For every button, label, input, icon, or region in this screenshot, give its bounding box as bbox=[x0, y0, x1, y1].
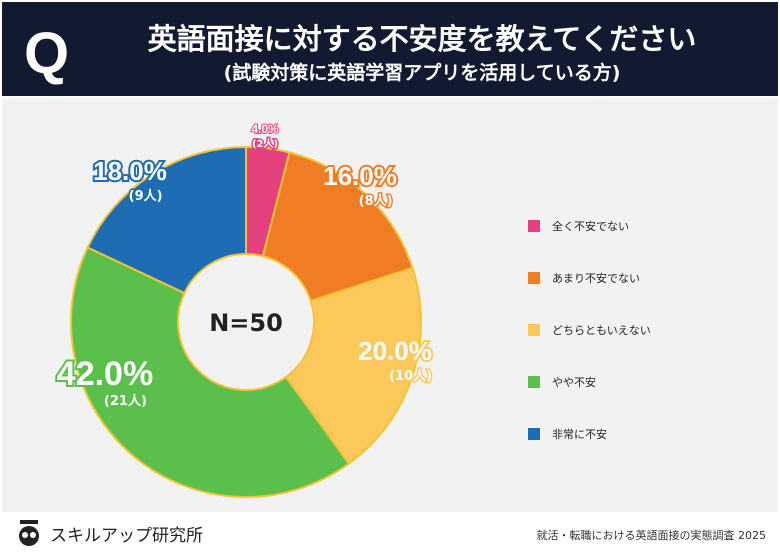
count-label: (2人) bbox=[252, 137, 278, 150]
header: Q 英語面接に対する不安度を教えてください (試験対策に英語学習アプリを活用して… bbox=[2, 2, 778, 96]
count-label: (21人) bbox=[104, 393, 147, 409]
count-label: (8人) bbox=[359, 193, 393, 209]
legend-swatch bbox=[528, 324, 540, 336]
slice-2 bbox=[284, 266, 422, 465]
percent-label: 42.0% bbox=[57, 355, 153, 393]
percent-label: 20.0% bbox=[358, 336, 432, 366]
legend: 全く不安でない あまり不安でない どちらともいえない やや不安非常に不安 bbox=[528, 200, 651, 460]
count-label: (10人) bbox=[389, 368, 432, 384]
legend-swatch bbox=[528, 272, 540, 284]
legend-label: どちらともいえない bbox=[552, 324, 651, 337]
legend-swatch bbox=[528, 220, 540, 232]
legend-item: やや不安 bbox=[528, 356, 651, 408]
legend-label: あまり不安でない bbox=[552, 272, 640, 285]
legend-swatch bbox=[528, 428, 540, 440]
slice-1 bbox=[261, 151, 414, 303]
legend-label: やや不安 bbox=[552, 376, 596, 389]
legend-label: 非常に不安 bbox=[552, 428, 607, 441]
percent-label: 18.0% bbox=[93, 156, 167, 186]
slice-4 bbox=[86, 145, 247, 295]
legend-item: あまり不安でない bbox=[528, 252, 651, 304]
center-label: N=50 bbox=[209, 309, 283, 337]
legend-item: 全く不安でない bbox=[528, 200, 651, 252]
chart-title: 英語面接に対する不安度を教えてください bbox=[147, 22, 697, 56]
percent-label: 4.0% bbox=[251, 122, 279, 136]
percent-label: 16.0% bbox=[323, 161, 397, 191]
owl-logo-icon bbox=[19, 520, 39, 546]
q-mark: Q bbox=[24, 21, 70, 86]
count-label: (9人) bbox=[129, 188, 163, 204]
chart-subtitle: (試験対策に英語学習アプリを活用している方) bbox=[223, 62, 621, 84]
slice-3 bbox=[70, 246, 351, 498]
legend-item: 非常に不安 bbox=[528, 408, 651, 460]
legend-swatch bbox=[528, 376, 540, 388]
legend-label: 全く不安でない bbox=[552, 220, 629, 233]
source-text: 就活・転職における英語面接の実態調査 2025 bbox=[536, 529, 767, 542]
logo: スキルアップ研究所 bbox=[14, 518, 203, 548]
logo-text: スキルアップ研究所 bbox=[50, 525, 203, 546]
legend-item: どちらともいえない bbox=[528, 304, 651, 356]
